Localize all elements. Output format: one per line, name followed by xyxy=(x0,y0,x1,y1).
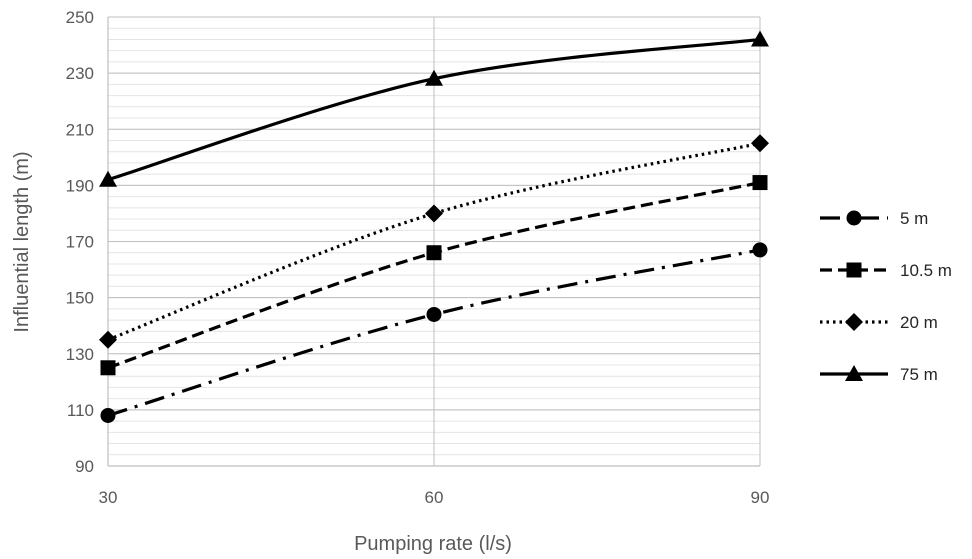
y-tick-label: 150 xyxy=(66,289,94,308)
y-tick-label: 130 xyxy=(66,345,94,364)
y-tick-label: 90 xyxy=(75,457,94,476)
y-tick-label: 190 xyxy=(66,176,94,195)
legend-marker xyxy=(846,262,862,278)
legend-label: 75 m xyxy=(900,365,938,384)
legend: 5 m 10.5 m 20 m 75 m xyxy=(820,209,952,384)
data-point xyxy=(425,204,443,223)
x-tick-label: 60 xyxy=(425,488,444,507)
y-tick-label: 250 xyxy=(66,8,94,27)
data-point xyxy=(426,306,442,322)
legend-entry: 75 m xyxy=(820,365,938,384)
y-tick-label: 170 xyxy=(66,233,94,252)
legend-entry: 5 m xyxy=(820,209,928,228)
legend-entry: 20 m xyxy=(820,313,938,332)
data-point xyxy=(752,175,768,191)
x-tick-labels: 30 60 90 xyxy=(99,488,770,507)
legend-label: 5 m xyxy=(900,209,928,228)
legend-marker xyxy=(845,313,863,331)
data-point xyxy=(426,245,442,261)
data-point xyxy=(425,69,443,86)
y-axis-title: Influential length (m) xyxy=(11,151,33,332)
series-2 xyxy=(99,134,769,349)
y-tick-label: 210 xyxy=(66,120,94,139)
legend-label: 10.5 m xyxy=(900,261,952,280)
legend-marker xyxy=(846,210,862,226)
data-point xyxy=(752,242,768,258)
data-point xyxy=(751,30,769,47)
series-line xyxy=(107,141,761,342)
y-tick-label: 230 xyxy=(66,64,94,83)
series-0 xyxy=(100,242,768,423)
series-layer xyxy=(99,30,769,423)
x-tick-label: 90 xyxy=(751,488,770,507)
series-1 xyxy=(100,175,768,376)
data-point xyxy=(751,134,769,153)
series-3 xyxy=(99,30,769,187)
data-point xyxy=(100,407,116,423)
legend-label: 20 m xyxy=(900,313,938,332)
data-point xyxy=(99,170,117,187)
legend-marker xyxy=(845,365,863,381)
x-tick-label: 30 xyxy=(99,488,118,507)
y-tick-label: 110 xyxy=(67,401,94,420)
y-tick-labels: 90 110 130 150 170 190 210 230 250 xyxy=(66,8,94,476)
legend-entry: 10.5 m xyxy=(820,261,952,280)
x-axis-title: Pumping rate (l/s) xyxy=(354,533,512,555)
data-point xyxy=(100,360,116,376)
data-point xyxy=(99,330,117,349)
